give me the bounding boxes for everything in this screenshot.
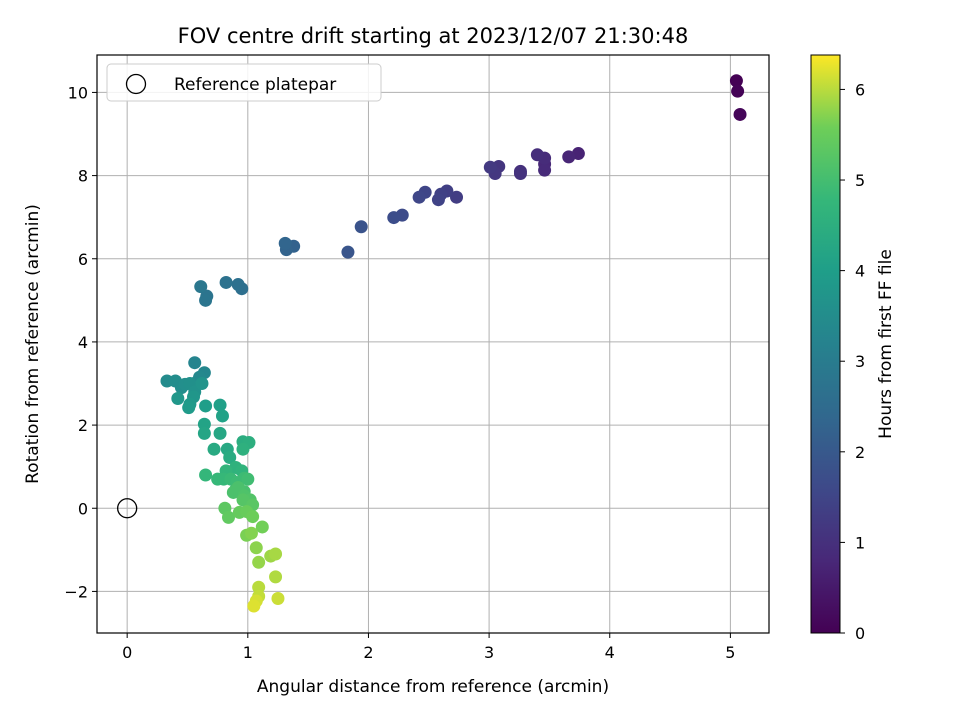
colorbar-tick-label: 1 [855, 533, 865, 552]
data-point [412, 190, 426, 204]
x-tick-label: 4 [605, 643, 615, 662]
data-point [354, 220, 368, 234]
data-point [247, 599, 261, 613]
reference-marker-layer [117, 498, 138, 519]
data-point [269, 570, 283, 584]
data-point [341, 245, 355, 259]
colorbar-gradient [810, 54, 841, 634]
data-point [195, 377, 209, 391]
data-point [215, 409, 229, 423]
data-point [197, 417, 211, 431]
x-tick-label: 0 [122, 643, 132, 662]
data-point [387, 211, 401, 225]
data-point [194, 280, 208, 294]
data-point [278, 236, 292, 250]
colorbar-tick-label: 2 [855, 443, 865, 462]
colorbar: 0 1 2 3 4 5 6 Hours from first FF file [810, 54, 896, 643]
data-point [733, 107, 747, 121]
legend-marker-open-circle [125, 73, 147, 95]
y-tick-label: 0 [78, 499, 88, 518]
x-tick-label: 1 [243, 643, 253, 662]
data-point [231, 278, 245, 292]
data-point [252, 580, 266, 594]
data-point [213, 426, 227, 440]
data-point [199, 399, 213, 413]
y-tick-label: 2 [78, 416, 88, 435]
data-point [246, 510, 260, 524]
data-point [244, 526, 258, 540]
reference-platepar-marker [117, 498, 138, 519]
legend: Reference platepar [106, 63, 382, 102]
plot-frame [96, 54, 770, 634]
data-point [219, 275, 233, 289]
colorbar-ticks: 0 1 2 3 4 5 6 [840, 80, 865, 643]
y-tick-label: −2 [64, 582, 88, 601]
x-tick-label: 2 [363, 643, 373, 662]
data-point [562, 150, 576, 164]
y-tick-label: 6 [78, 250, 88, 269]
chart-title: FOV centre drift starting at 2023/12/07 … [178, 24, 689, 48]
data-point [182, 401, 196, 415]
colorbar-label: Hours from first FF file [876, 249, 896, 439]
data-point [197, 426, 211, 440]
x-axis-label: Angular distance from reference (arcmin) [257, 677, 609, 697]
data-point [188, 356, 202, 370]
y-axis-ticks: −2 0 2 4 6 8 10 [64, 83, 97, 601]
data-points [160, 74, 747, 613]
colorbar-tick-label: 4 [855, 262, 865, 281]
grid-lines [97, 55, 769, 633]
data-point [269, 547, 283, 561]
legend-box [106, 63, 382, 102]
colorbar-tick-label: 5 [855, 171, 865, 190]
data-point [431, 193, 445, 207]
data-point [538, 163, 552, 177]
colorbar-tick-label: 0 [855, 624, 865, 643]
data-point [223, 451, 237, 465]
data-point [252, 555, 266, 569]
data-point [236, 493, 250, 507]
colorbar-tick-label: 3 [855, 352, 865, 371]
data-point [530, 148, 544, 162]
data-point [450, 190, 464, 204]
data-point [729, 74, 743, 88]
data-point [271, 591, 285, 605]
legend-label: Reference platepar [174, 75, 336, 95]
data-point [207, 442, 221, 456]
data-point [249, 541, 263, 555]
data-point [199, 468, 213, 482]
x-tick-label: 5 [725, 643, 735, 662]
data-point [255, 520, 269, 534]
data-point [199, 293, 213, 307]
y-tick-label: 4 [78, 333, 88, 352]
data-point [513, 167, 527, 181]
data-point [171, 391, 185, 405]
y-tick-label: 8 [78, 167, 88, 186]
data-point [483, 160, 497, 174]
x-tick-label: 3 [484, 643, 494, 662]
y-axis-label: Rotation from reference (arcmin) [23, 204, 43, 484]
data-point [236, 442, 250, 456]
data-point [731, 84, 745, 98]
y-tick-label: 10 [68, 83, 88, 102]
data-point [241, 472, 255, 486]
x-axis-ticks: 0 1 2 3 4 5 [122, 633, 735, 662]
data-point [213, 398, 227, 412]
data-point [222, 510, 236, 524]
colorbar-tick-label: 6 [855, 80, 865, 99]
